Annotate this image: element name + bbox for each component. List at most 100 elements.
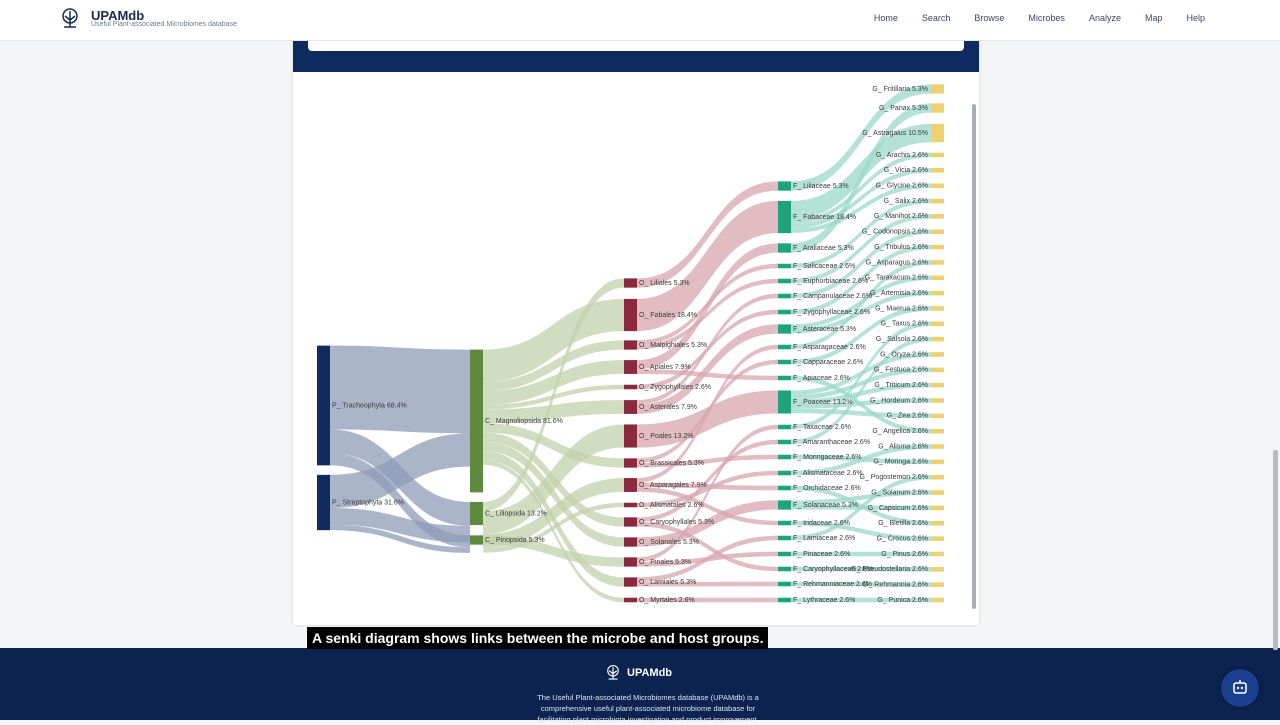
sankey-node: [931, 382, 944, 388]
sankey-link: [791, 581, 931, 587]
sankey-link: [791, 520, 931, 541]
node-label: O_ Malpighiales 5.3%: [639, 342, 707, 349]
node-label: F_ Campanulaceae 2.6%: [793, 293, 872, 300]
footer: UPAMdb The Useful Plant-associated Micro…: [0, 648, 1280, 724]
node-label: F_ Araliaceae 5.3%: [793, 245, 854, 252]
node-label: F_ Capparaceae 2.6%: [793, 359, 863, 366]
node-label: C_ Pinopsida 5.3%: [485, 537, 545, 544]
sankey-node: [624, 557, 637, 567]
footer-line: comprehensive useful plant-associated mi…: [540, 704, 756, 713]
nav-link[interactable]: Help: [1186, 13, 1205, 23]
node-label: G_ Taraxacum 2.6%: [865, 275, 928, 282]
sankey-node: [470, 501, 483, 526]
sankey-node: [778, 424, 791, 430]
nav-link[interactable]: Microbes: [1028, 13, 1065, 23]
sankey-node: [778, 243, 791, 253]
node-label: F_ Poaceae 13.2%: [793, 399, 853, 406]
sankey-link: [637, 535, 778, 582]
sankey-link: [483, 441, 624, 547]
sankey-link: [637, 439, 778, 522]
sankey-link: [637, 293, 778, 405]
sankey-node: [624, 517, 637, 527]
sankey-node: [931, 567, 944, 572]
sankey-node: [317, 345, 330, 466]
page-scrollbar[interactable]: [1273, 450, 1278, 650]
nav-link[interactable]: Map: [1144, 13, 1163, 23]
sankey-link: [637, 369, 778, 381]
sankey-node: [624, 298, 637, 332]
chat-button[interactable]: [1221, 669, 1259, 707]
sankey-link: [791, 183, 931, 233]
node-label: F_ Solanaceae 5.3%: [793, 502, 858, 509]
sankey-node: [624, 597, 637, 603]
sankey-link: [483, 502, 624, 553]
nav-link[interactable]: Browse: [974, 13, 1005, 23]
nav-link[interactable]: Analyze: [1088, 13, 1121, 23]
sankey-node: [931, 260, 944, 265]
sankey-node: [931, 275, 944, 281]
sankey-node: [931, 290, 944, 296]
sankey-link: [483, 278, 624, 512]
sankey-link: [791, 336, 931, 445]
node-label: F_ Asteraceae 5.3%: [793, 326, 856, 333]
node-label: F_ Orchidaceae 2.6%: [793, 485, 861, 492]
sankey-node: [778, 566, 791, 572]
sankey-link: [791, 444, 931, 476]
node-label: G_ Salix 2.6%: [884, 198, 928, 205]
card-scrollbar[interactable]: [972, 104, 976, 609]
node-label: F_ Moringaceae 2.6%: [793, 454, 861, 461]
video-caption: A senki diagram shows links between the …: [307, 627, 769, 649]
node-label: O_ Solanales 5.3%: [639, 539, 699, 546]
node-label: F_ Zygophyllaceae 2.6%: [793, 309, 870, 316]
sankey-link: [791, 260, 931, 350]
sankey-node: [317, 474, 330, 531]
sankey-link: [330, 453, 470, 548]
sankey-link: [791, 229, 931, 299]
node-label: G_ Pinus 2.6%: [881, 551, 928, 558]
sankey-link: [791, 275, 931, 329]
node-label: O_ Poales 13.2%: [639, 433, 693, 440]
node-label: F_ Fabaceae 18.4%: [793, 214, 856, 221]
node-label: O_ Alismatales 2.6%: [639, 502, 704, 509]
sankey-link: [637, 200, 778, 332]
links: [330, 84, 931, 603]
sankey-node: [778, 551, 791, 557]
sankey-node: [624, 400, 637, 414]
sankey-node: [778, 293, 791, 299]
node-label: G_ Triticum 2.6%: [874, 382, 928, 389]
sankey-link: [791, 152, 931, 224]
sankey-node: [931, 474, 944, 480]
sankey-link: [791, 244, 931, 315]
node-label: G_ Zea 2.6%: [887, 413, 928, 420]
node-label: F_ Iridaceae 2.6%: [793, 520, 850, 527]
nav-menu: Home Search Browse Microbes Analyze Map …: [850, 13, 1205, 23]
sankey-link: [791, 566, 931, 572]
sankey-node: [931, 152, 944, 158]
sankey-node: [931, 352, 944, 357]
node-label: G_ Hordeum 2.6%: [870, 397, 928, 404]
node-label: O_ Fabales 18.4%: [639, 312, 697, 319]
sankey-link: [637, 581, 778, 587]
node-label: F_ Caryophyllaceae 2.6%: [793, 566, 873, 573]
footer-logo-icon: [607, 664, 619, 680]
footer-line: The Useful Plant-associated Microbiomes …: [537, 693, 759, 702]
nav-link[interactable]: Search: [921, 13, 951, 23]
logo-text[interactable]: UPAMdb: [91, 8, 145, 23]
sankey-link: [637, 487, 778, 526]
node-label: G_ Crocus 2.6%: [877, 535, 928, 542]
node-label: G_ Rehmannia 2.6%: [863, 581, 928, 588]
sankey-node: [931, 336, 944, 342]
node-label: O_ Liliales 5.3%: [639, 280, 690, 287]
node-label: O_ Lamiales 5.3%: [639, 579, 696, 586]
sankey-link: [637, 470, 778, 508]
sankey-link: [330, 433, 470, 509]
node-label: G_ Vicia 2.6%: [884, 167, 928, 174]
sankey-link: [330, 524, 470, 553]
sankey-link: [791, 398, 931, 409]
logo-icon[interactable]: [58, 7, 82, 31]
sankey-node: [778, 597, 791, 603]
nav-link[interactable]: Home: [873, 13, 898, 23]
sankey-link: [483, 340, 624, 392]
